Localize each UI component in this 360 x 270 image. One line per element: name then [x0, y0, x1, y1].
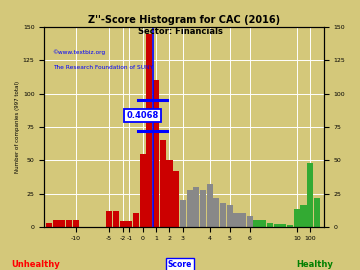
Bar	[294, 210, 300, 227]
Bar	[46, 223, 52, 227]
Bar	[267, 223, 273, 227]
Bar	[300, 205, 306, 227]
Bar	[133, 214, 139, 227]
Bar	[186, 190, 193, 227]
Bar	[106, 211, 112, 227]
Text: Unhealthy: Unhealthy	[12, 260, 60, 269]
Bar	[140, 154, 146, 227]
Bar	[307, 163, 313, 227]
Bar	[213, 197, 220, 227]
Text: Score: Score	[168, 260, 192, 269]
Bar	[53, 220, 59, 227]
Bar	[126, 221, 132, 227]
Bar	[200, 190, 206, 227]
Bar	[207, 184, 213, 227]
Bar	[247, 216, 253, 227]
Y-axis label: Number of companies (997 total): Number of companies (997 total)	[15, 81, 20, 173]
Bar	[193, 187, 199, 227]
Bar	[280, 224, 287, 227]
Bar	[120, 221, 126, 227]
Bar	[240, 214, 246, 227]
Bar	[59, 220, 66, 227]
Bar	[66, 220, 72, 227]
Bar	[113, 211, 119, 227]
Title: Z''-Score Histogram for CAC (2016): Z''-Score Histogram for CAC (2016)	[88, 15, 280, 25]
Text: ©www.textbiz.org: ©www.textbiz.org	[53, 49, 106, 55]
Bar	[160, 140, 166, 227]
Bar	[146, 34, 153, 227]
Text: 0.4068: 0.4068	[127, 111, 159, 120]
Bar	[166, 160, 172, 227]
Bar	[227, 205, 233, 227]
Text: The Research Foundation of SUNY: The Research Foundation of SUNY	[53, 65, 153, 70]
Bar	[153, 80, 159, 227]
Bar	[253, 220, 260, 227]
Bar	[220, 203, 226, 227]
Bar	[287, 225, 293, 227]
Bar	[314, 197, 320, 227]
Bar	[73, 220, 79, 227]
Text: Healthy: Healthy	[297, 260, 333, 269]
Bar	[180, 200, 186, 227]
Bar	[274, 224, 280, 227]
Text: Sector: Financials: Sector: Financials	[138, 27, 222, 36]
Bar	[260, 220, 266, 227]
Bar	[173, 171, 179, 227]
Bar	[233, 214, 239, 227]
